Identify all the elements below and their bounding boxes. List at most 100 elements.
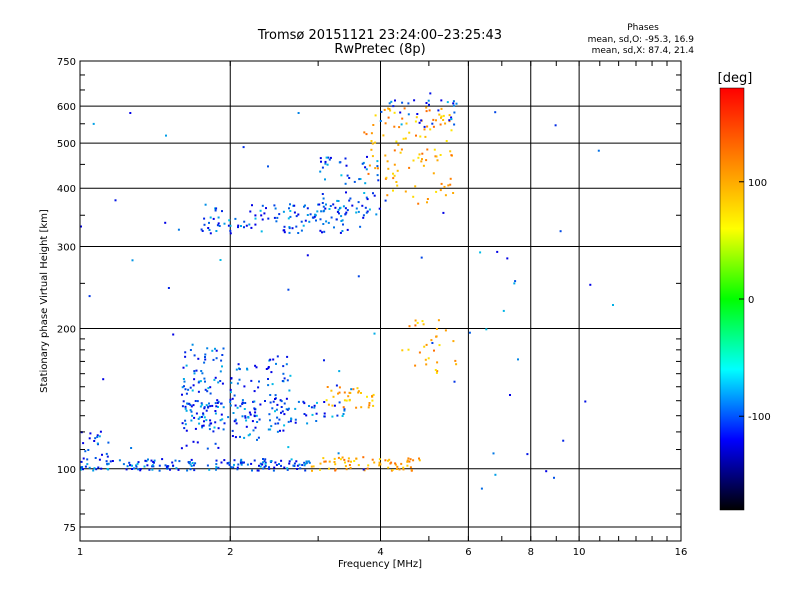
data-point <box>319 170 322 173</box>
data-point <box>366 395 368 398</box>
data-point <box>195 369 198 372</box>
data-point <box>101 453 103 456</box>
data-point <box>151 465 154 468</box>
data-point <box>310 465 313 468</box>
data-point <box>100 467 103 470</box>
data-point <box>426 148 429 151</box>
data-point <box>289 210 292 212</box>
data-point <box>254 217 257 220</box>
data-point <box>343 458 346 461</box>
data-point <box>228 464 231 466</box>
data-point <box>98 435 101 438</box>
data-point <box>444 122 447 125</box>
data-point <box>425 110 428 113</box>
data-point <box>184 388 187 391</box>
data-point <box>343 408 346 411</box>
data-point <box>445 140 448 142</box>
data-point <box>435 335 438 338</box>
data-point <box>384 154 387 157</box>
data-point <box>221 382 224 385</box>
data-point <box>448 119 451 122</box>
data-point <box>250 462 253 465</box>
data-point <box>213 378 216 381</box>
data-point <box>165 134 167 137</box>
data-point <box>327 156 330 159</box>
data-point <box>295 215 298 218</box>
data-point <box>276 430 279 433</box>
data-point <box>316 401 318 404</box>
data-point <box>214 442 217 445</box>
data-point <box>372 192 374 195</box>
data-point <box>171 461 174 464</box>
data-point <box>324 160 327 163</box>
data-point <box>386 160 389 163</box>
data-point <box>323 230 326 233</box>
data-point <box>422 164 425 167</box>
data-point <box>378 207 381 210</box>
data-point <box>368 164 371 167</box>
data-point <box>320 210 323 213</box>
data-point <box>184 419 187 422</box>
data-point <box>343 409 346 412</box>
data-point <box>450 154 453 157</box>
data-point <box>243 385 246 388</box>
data-point <box>295 225 298 228</box>
data-point <box>425 159 428 162</box>
data-point <box>435 190 438 193</box>
data-point <box>417 202 420 205</box>
data-point <box>289 215 292 218</box>
data-point <box>84 450 87 453</box>
data-point <box>262 461 264 464</box>
data-point <box>208 221 210 224</box>
data-point <box>95 468 98 471</box>
data-point <box>275 464 278 466</box>
data-point <box>494 473 497 476</box>
data-point <box>287 217 290 220</box>
data-point <box>376 167 379 170</box>
data-point <box>215 207 218 210</box>
data-point <box>299 467 302 470</box>
data-point <box>313 215 316 218</box>
data-point <box>197 357 200 360</box>
data-point <box>240 463 243 466</box>
data-point <box>424 135 427 138</box>
data-point <box>265 207 267 210</box>
data-point <box>393 149 396 152</box>
data-point <box>267 165 269 168</box>
data-point <box>254 364 257 367</box>
data-point <box>276 355 279 358</box>
data-point <box>562 439 565 442</box>
colorbar: 100 0 -100 <box>719 87 771 511</box>
data-point <box>365 168 368 171</box>
data-point <box>366 155 368 158</box>
data-point <box>328 460 331 463</box>
data-point <box>435 119 437 122</box>
data-point <box>288 462 291 465</box>
data-point <box>290 458 293 461</box>
data-point <box>107 462 110 465</box>
axis-ticks: 1 2 4 6 8 10 16 75 100 200 300 400 500 600 750 <box>57 57 687 558</box>
data-point <box>209 419 212 422</box>
data-point <box>288 460 291 463</box>
data-point <box>172 464 175 467</box>
data-point <box>282 210 285 213</box>
data-point <box>452 340 455 343</box>
data-point <box>259 462 262 465</box>
data-point <box>303 402 306 405</box>
data-point <box>393 111 396 114</box>
data-point <box>125 468 128 471</box>
data-point <box>267 217 270 220</box>
data-point <box>234 419 237 422</box>
data-point <box>234 436 237 439</box>
data-point <box>96 442 99 445</box>
data-point <box>268 467 271 470</box>
data-point <box>395 140 398 143</box>
data-point <box>278 418 281 421</box>
data-point <box>215 468 217 471</box>
data-point <box>388 108 391 110</box>
data-point <box>367 172 370 175</box>
data-point <box>280 411 282 414</box>
data-point <box>294 407 297 410</box>
data-point <box>396 468 398 470</box>
data-point <box>214 410 217 412</box>
